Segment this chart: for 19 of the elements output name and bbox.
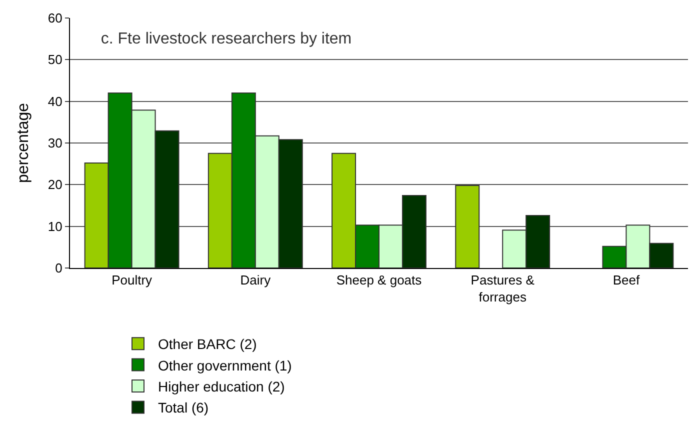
y-tick-label: 30 <box>48 136 62 151</box>
legend-label: Higher education (2) <box>158 378 285 394</box>
y-tick-label: 0 <box>55 260 62 276</box>
x-tick-label: Sheep & goats <box>336 272 422 288</box>
text: c. Fte livestock researchers by item <box>100 30 352 48</box>
y-tick-label: 10 <box>48 218 62 234</box>
x-tick-label: Pastures & forrages <box>470 272 535 304</box>
x-tick-label: Dairy <box>240 272 272 288</box>
legend-label: Total (6) <box>158 400 209 416</box>
y-tick-label: 50 <box>48 52 62 68</box>
legend-label: Other government (1) <box>158 357 292 374</box>
x-tick-label: Beef <box>612 272 640 288</box>
y-axis-title: percentage <box>14 102 32 184</box>
bar <box>455 185 480 268</box>
y-tick-label: 20 <box>48 177 62 192</box>
legend-label: Other BARC (2) <box>158 336 257 352</box>
y-tick-label: 60 <box>48 10 62 26</box>
y-tick-label: 40 <box>48 94 62 109</box>
x-tick-label: Poultry <box>112 272 153 288</box>
